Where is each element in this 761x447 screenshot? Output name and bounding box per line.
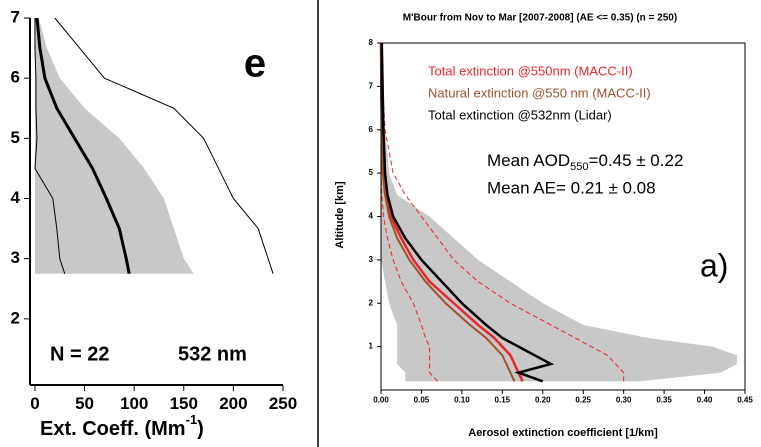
x-tick-label: 200 — [219, 394, 247, 413]
range-band — [34, 18, 194, 274]
panel-label: a) — [700, 247, 728, 283]
y-tick-label: 2 — [11, 308, 20, 327]
x-axis-label: Ext. Coeff. (Mm-1) — [40, 412, 204, 440]
annotation: 532 nm — [178, 343, 247, 365]
x-tick-label: 250 — [269, 394, 297, 413]
profile-line — [381, 42, 625, 382]
x-tick-label: 0.25 — [575, 396, 591, 405]
y-tick-label: 7 — [11, 7, 20, 26]
y-tick-label: 8 — [369, 38, 374, 47]
x-tick-label: 0.35 — [656, 396, 672, 405]
x-axis-label-part: Ext. Coeff. (Mm — [40, 418, 186, 440]
y-tick-label: 3 — [11, 248, 20, 267]
annotation-part: =0.45 ± 0.22 — [589, 151, 684, 170]
legend-entry: Total extinction @532nm (Lidar) — [428, 107, 612, 122]
x-tick-label: 50 — [75, 394, 94, 413]
y-tick-label: 7 — [369, 81, 374, 90]
y-tick-label: 6 — [369, 125, 374, 134]
annotation-part: Mean AOD — [487, 151, 570, 170]
x-tick-label: 0.20 — [535, 396, 551, 405]
x-tick-label: 100 — [120, 394, 148, 413]
profile-line — [54, 17, 274, 274]
x-tick-label: 0.00 — [373, 396, 389, 405]
panel-label: e — [244, 42, 266, 86]
annotation: Mean AE= 0.21 ± 0.08 — [487, 178, 656, 197]
x-axis-label-part: ) — [197, 418, 204, 440]
profile-line — [35, 17, 131, 274]
range-band — [381, 43, 737, 382]
legend-entry: Total extinction @550nm (MACC-II) — [428, 63, 633, 78]
profile-line — [380, 42, 555, 383]
y-tick-label: 1 — [369, 342, 374, 351]
y-tick-label: 5 — [11, 128, 20, 147]
x-tick-label: 0.15 — [495, 396, 511, 405]
x-tick-label: 0.30 — [616, 396, 632, 405]
profile-line — [34, 18, 66, 274]
annotation: Mean AOD550=0.45 ± 0.22 — [487, 151, 683, 172]
x-tick-label: 0 — [30, 394, 39, 413]
x-axis-label: Aerosol extinction coefficient [1/km] — [468, 427, 658, 439]
annotation: N = 22 — [50, 343, 109, 365]
x-tick-label: 0.40 — [697, 396, 713, 405]
y-tick-label: 2 — [369, 298, 374, 307]
x-axis-label-sup: -1 — [186, 412, 198, 427]
y-tick-label: 4 — [369, 212, 374, 221]
x-tick-label: 0.05 — [414, 396, 430, 405]
profile-line — [380, 43, 516, 382]
y-tick-label: 4 — [11, 188, 21, 207]
x-tick-label: 0.45 — [737, 396, 753, 405]
chart-title: M'Bour from Nov to Mar [2007-2008] (AE <… — [403, 13, 677, 24]
y-axis-label: Altitude [km] — [334, 181, 346, 249]
annotation-sub: 550 — [570, 161, 588, 173]
y-tick-label: 5 — [369, 168, 374, 177]
y-tick-label: 3 — [369, 255, 374, 264]
y-tick-label: 6 — [11, 68, 20, 87]
legend-entry: Natural extinction @550 nm (MACC-II) — [428, 85, 651, 100]
x-tick-label: 0.10 — [454, 396, 470, 405]
x-tick-label: 150 — [170, 394, 198, 413]
